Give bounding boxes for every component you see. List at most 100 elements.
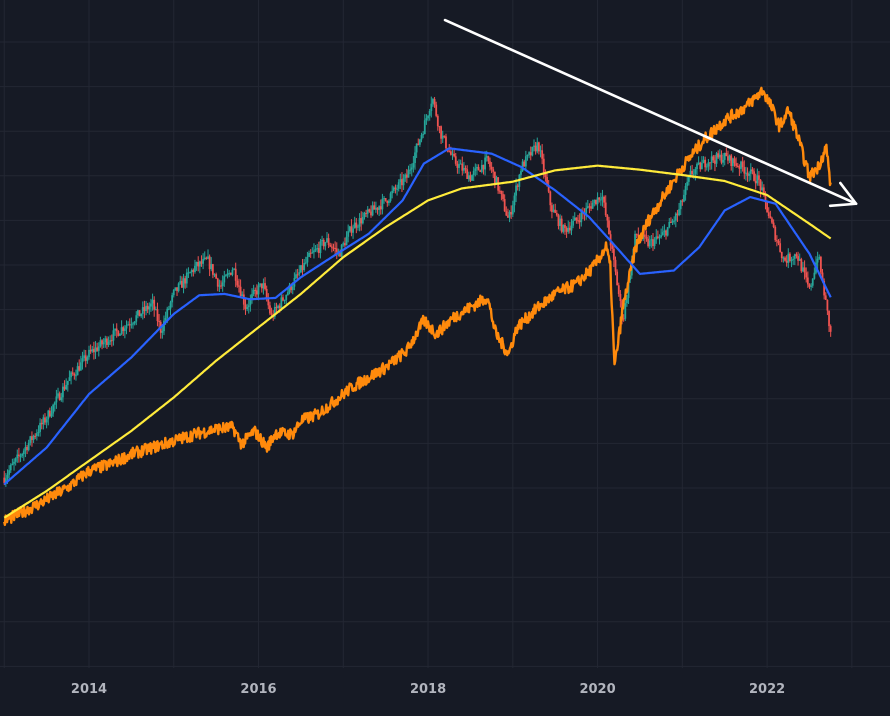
candle-body [242, 294, 245, 305]
candle-body [153, 299, 156, 310]
candle-body [161, 331, 164, 333]
candle-body [523, 161, 526, 167]
candle-body [795, 254, 798, 257]
candle-body [278, 305, 281, 309]
candle-body [229, 272, 232, 275]
candle-body [423, 120, 426, 135]
candle-body [79, 362, 82, 371]
candle-body [399, 179, 402, 183]
candle-body [169, 302, 172, 309]
candle-body [181, 280, 183, 288]
candle-body [604, 202, 607, 216]
candle-body [722, 159, 724, 163]
candle-body [422, 134, 425, 136]
candle-body [670, 221, 672, 223]
candle-body [322, 239, 325, 247]
candle-body [546, 176, 548, 186]
candle-body [798, 259, 801, 261]
candle-body [547, 185, 550, 192]
candle-body [9, 464, 12, 471]
candle-body [753, 171, 755, 181]
candle-body [275, 306, 278, 309]
candle-body [427, 115, 429, 119]
candle-body [177, 283, 180, 291]
candlestick-series [3, 96, 832, 487]
candle-body [658, 237, 661, 239]
candle-body [503, 199, 506, 212]
candle-body [342, 243, 345, 245]
candle-body [482, 164, 485, 170]
candle-body [415, 143, 418, 153]
candle-body [485, 156, 488, 158]
candle-body [709, 162, 711, 164]
candle-body [358, 218, 361, 227]
grid-lines [0, 0, 890, 668]
candle-body [652, 239, 654, 247]
candle-body [710, 156, 713, 163]
candle-body [265, 288, 268, 299]
candle-body [396, 188, 398, 190]
candle-body [280, 297, 283, 309]
candle-body [81, 358, 84, 363]
candle-body [254, 289, 257, 291]
candle-body [748, 173, 751, 176]
candle-body [793, 254, 796, 259]
candle-body [252, 289, 255, 295]
candle-body [326, 238, 328, 243]
candle-body [215, 274, 218, 279]
x-tick-label: 2014 [71, 682, 107, 697]
candle-body [192, 270, 195, 272]
candle-body [775, 240, 778, 242]
candle-body [819, 256, 822, 273]
candle-body [762, 187, 765, 194]
candle-body [681, 200, 684, 202]
candle-body [780, 251, 783, 259]
candle-body [347, 231, 350, 237]
candle-body [158, 321, 160, 323]
candle-body [767, 212, 770, 217]
candle-body [612, 248, 615, 260]
candle-body [71, 372, 74, 374]
candle-body [373, 205, 376, 210]
candle-body [189, 272, 191, 274]
candle-body [736, 165, 739, 167]
candle-body [756, 175, 759, 184]
candle-body [671, 220, 674, 223]
candle-body [24, 446, 27, 451]
candle-body [65, 384, 68, 390]
candle-body [599, 199, 602, 201]
candle-body [749, 169, 752, 174]
candle-body [678, 209, 680, 216]
candle-body [247, 305, 250, 308]
candle-body [459, 163, 462, 165]
trend-arrow-line [443, 18, 858, 206]
candle-body [296, 274, 299, 276]
candle-body [800, 259, 803, 272]
candle-body [14, 458, 17, 462]
candle-body [18, 454, 20, 456]
candle-body [273, 306, 276, 317]
candle-body [513, 195, 516, 206]
candle-body [463, 168, 465, 171]
candle-body [361, 217, 364, 224]
candle-body [236, 280, 239, 286]
candle-body [123, 328, 126, 331]
candle-body [264, 283, 266, 289]
candle-body [255, 290, 258, 295]
candle-body [313, 250, 315, 253]
candle-body [163, 320, 165, 332]
candle-body [782, 257, 785, 259]
candle-body [16, 454, 19, 459]
candle-body [329, 244, 332, 247]
candle-body [666, 227, 669, 236]
candle-body [674, 213, 677, 221]
candle-body [45, 419, 48, 423]
candle-body [806, 277, 809, 285]
candle-body [725, 152, 728, 157]
candle-body [751, 169, 754, 172]
candle-body [410, 167, 413, 170]
candle-body [55, 396, 58, 403]
candle-body [319, 241, 322, 253]
candle-body [210, 264, 213, 270]
candle-body [117, 331, 120, 336]
